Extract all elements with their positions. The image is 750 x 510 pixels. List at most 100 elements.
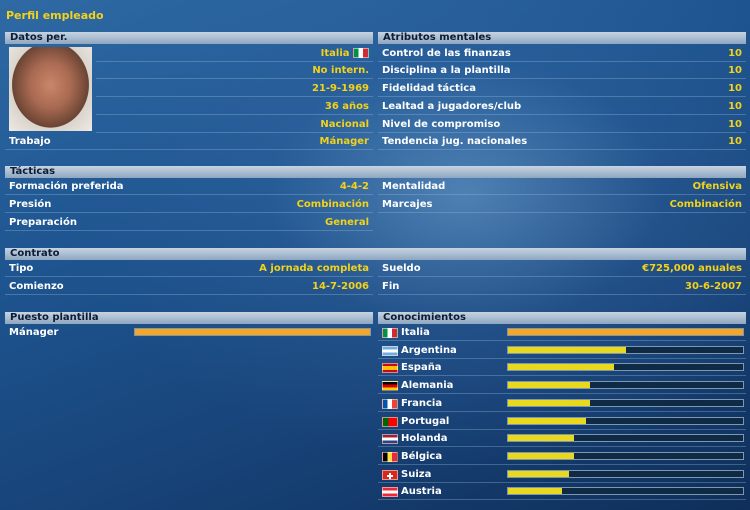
mental-attribute-label: Lealtad a jugadores/club xyxy=(382,101,522,112)
italy-flag-icon xyxy=(353,48,369,58)
knowledge-row: Suiza xyxy=(378,466,746,483)
it-flag-icon xyxy=(382,328,398,338)
knowledge-level-bar xyxy=(507,487,744,496)
pt-flag-icon xyxy=(382,416,398,427)
contract-type-value: A jornada completa xyxy=(259,263,369,274)
staff-role-row: Mánager xyxy=(5,324,373,341)
age-row: 36 años xyxy=(96,98,373,115)
mental-attribute-value: 10 xyxy=(728,101,742,112)
knowledge-level-bar xyxy=(507,398,744,407)
mental-attribute-value: 10 xyxy=(728,136,742,147)
knowledge-row: Portugal xyxy=(378,413,746,430)
contract-end-value: 30-6-2007 xyxy=(684,281,742,292)
international-row: No intern. xyxy=(96,62,373,79)
knowledge-level-fill xyxy=(508,346,626,353)
knowledge-level-fill xyxy=(508,364,614,371)
mental-attribute-label: Fidelidad táctica xyxy=(382,83,476,94)
personal-header: Datos per. xyxy=(5,32,373,44)
knowledge-country-label: Francia xyxy=(401,397,443,409)
mentality-label: Mentalidad xyxy=(382,181,446,192)
knowledge-row: Francia xyxy=(378,395,746,412)
mental-attribute-row: Lealtad a jugadores/club 10 xyxy=(378,98,746,115)
de-flag-icon xyxy=(382,381,398,392)
salary-label: Sueldo xyxy=(382,263,421,274)
knowledge-level-fill xyxy=(508,329,743,335)
es-flag-icon xyxy=(382,363,398,374)
employee-photo xyxy=(9,47,92,131)
knowledge-country-label: Holanda xyxy=(401,433,448,445)
knowledge-level-bar xyxy=(507,363,744,372)
formation-row: Formación preferida 4-4-2 xyxy=(5,178,373,195)
at-flag-icon xyxy=(382,487,398,498)
nationality-row: Italia xyxy=(96,45,373,62)
mental-attribute-row: Disciplina a la plantilla 10 xyxy=(378,62,746,79)
birth-date-row: 21-9-1969 xyxy=(96,80,373,97)
knowledge-level-bar xyxy=(507,381,744,390)
tactics-header: Tácticas xyxy=(5,166,746,178)
knowledge-country-label: Suiza xyxy=(401,468,432,480)
knowledge-row: Alemania xyxy=(378,377,746,395)
knowledge-level-bar xyxy=(507,469,744,478)
knowledge-country-label: Argentina xyxy=(401,344,457,356)
salary-row: Sueldo €725,000 anuales xyxy=(378,260,746,277)
knowledge-level-bar xyxy=(507,345,744,354)
mental-attribute-row: Fidelidad táctica 10 xyxy=(378,80,746,97)
knowledge-level-fill xyxy=(508,417,586,424)
pressing-row: Presión Combinación xyxy=(5,196,373,213)
knowledge-level-fill xyxy=(508,399,591,406)
knowledge-row: Austria xyxy=(378,483,746,501)
fr-flag-icon xyxy=(382,398,398,409)
pressing-label: Presión xyxy=(9,199,52,210)
pressing-value: Combinación xyxy=(296,199,369,210)
knowledge-country-label: España xyxy=(401,362,442,374)
knowledge-row: Holanda xyxy=(378,430,746,448)
contract-start-row: Comienzo 14-7-2006 xyxy=(5,278,373,295)
knowledge-level-fill xyxy=(508,382,591,389)
training-value: General xyxy=(325,217,369,228)
staff-role-label: Mánager xyxy=(9,327,59,338)
staff-role-header: Puesto plantilla xyxy=(5,312,373,324)
mental-attribute-label: Disciplina a la plantilla xyxy=(382,65,511,76)
knowledge-row: Argentina xyxy=(378,342,746,359)
mental-attribute-label: Nivel de compromiso xyxy=(382,119,501,130)
knowledge-row: España xyxy=(378,359,746,377)
knowledge-level-bar xyxy=(507,416,744,425)
mental-attribute-value: 10 xyxy=(728,83,742,94)
mental-attribute-label: Tendencia jug. nacionales xyxy=(382,136,528,147)
reputation-row: Nacional xyxy=(96,116,373,133)
knowledge-header: Conocimientos xyxy=(378,312,746,324)
knowledge-level-bar xyxy=(507,434,744,443)
international-value: No intern. xyxy=(312,65,369,76)
job-row: Trabajo Mánager xyxy=(5,133,373,150)
mental-attribute-value: 10 xyxy=(728,119,742,130)
formation-label: Formación preferida xyxy=(9,181,124,192)
marking-row: Marcajes Combinación xyxy=(378,196,746,213)
knowledge-level-bar xyxy=(507,328,744,336)
mentality-value: Ofensiva xyxy=(692,181,742,192)
ar-flag-icon xyxy=(382,345,398,356)
knowledge-level-fill xyxy=(508,470,570,477)
birth-date-value: 21-9-1969 xyxy=(311,83,369,94)
knowledge-level-fill xyxy=(508,488,563,495)
staff-role-level-fill xyxy=(135,329,370,335)
knowledge-country-label: Alemania xyxy=(401,380,454,392)
knowledge-level-bar xyxy=(507,451,744,460)
training-label: Preparación xyxy=(9,217,77,228)
be-flag-icon xyxy=(382,451,398,462)
knowledge-row: Bélgica xyxy=(378,448,746,465)
ch-flag-icon xyxy=(382,469,398,480)
mental-attribute-value: 10 xyxy=(728,48,742,59)
knowledge-country-label: Italia xyxy=(401,327,430,338)
contract-end-row: Fin 30-6-2007 xyxy=(378,278,746,295)
reputation-value: Nacional xyxy=(320,119,369,130)
nationality-value[interactable]: Italia xyxy=(320,48,350,59)
knowledge-level-fill xyxy=(508,435,574,442)
knowledge-country-label: Bélgica xyxy=(401,450,443,462)
staff-role-level-bar xyxy=(134,328,371,336)
mental-attribute-row: Control de las finanzas 10 xyxy=(378,45,746,62)
marking-value: Combinación xyxy=(669,199,742,210)
contract-type-label: Tipo xyxy=(9,263,34,274)
knowledge-level-fill xyxy=(508,452,574,459)
marking-label: Marcajes xyxy=(382,199,433,210)
